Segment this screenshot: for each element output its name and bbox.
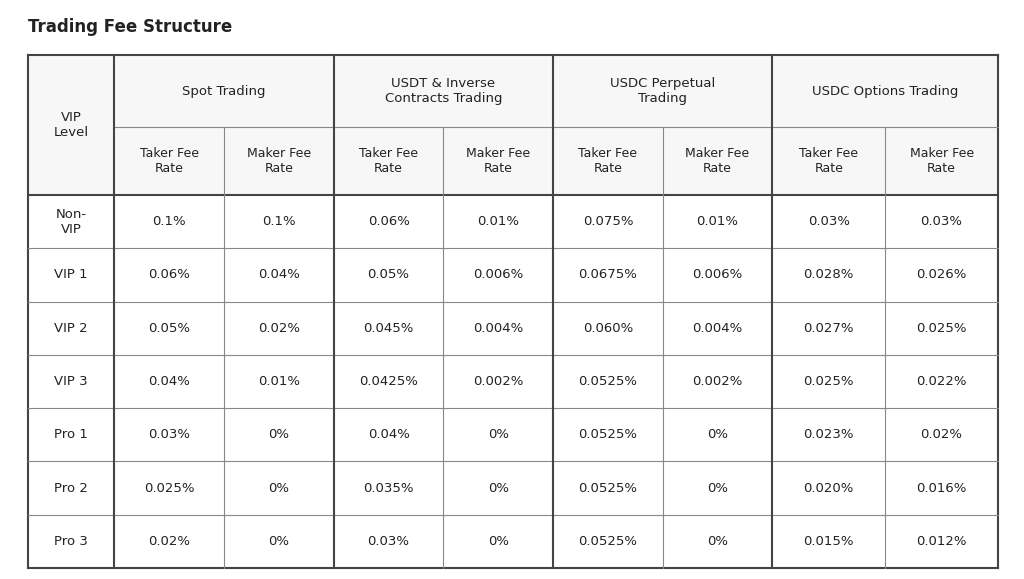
Text: 0.022%: 0.022%	[916, 375, 967, 388]
Text: 0.1%: 0.1%	[153, 215, 186, 228]
Text: 0.045%: 0.045%	[364, 322, 414, 335]
Text: Maker Fee
Rate: Maker Fee Rate	[685, 147, 750, 175]
Text: Maker Fee
Rate: Maker Fee Rate	[909, 147, 974, 175]
Text: 0.025%: 0.025%	[916, 322, 967, 335]
Text: 0.0525%: 0.0525%	[579, 375, 637, 388]
Text: 0.03%: 0.03%	[921, 215, 963, 228]
Text: 0.015%: 0.015%	[804, 535, 854, 548]
Text: Pro 3: Pro 3	[54, 535, 88, 548]
Text: 0.020%: 0.020%	[804, 482, 854, 494]
Text: 0%: 0%	[268, 482, 290, 494]
Text: 0%: 0%	[707, 535, 728, 548]
Text: 0.0525%: 0.0525%	[579, 482, 637, 494]
Text: 0%: 0%	[487, 535, 509, 548]
Text: 0.0525%: 0.0525%	[579, 535, 637, 548]
Text: 0.025%: 0.025%	[804, 375, 854, 388]
Text: 0.027%: 0.027%	[804, 322, 854, 335]
Text: 0.006%: 0.006%	[473, 269, 523, 281]
Text: 0.02%: 0.02%	[148, 535, 190, 548]
Text: 0.006%: 0.006%	[692, 269, 742, 281]
Text: 0.04%: 0.04%	[148, 375, 190, 388]
Text: VIP 2: VIP 2	[54, 322, 88, 335]
Text: USDC Options Trading: USDC Options Trading	[812, 85, 958, 97]
Text: 0.028%: 0.028%	[804, 269, 854, 281]
Text: 0.0425%: 0.0425%	[359, 375, 418, 388]
Text: 0.004%: 0.004%	[473, 322, 523, 335]
Text: 0.004%: 0.004%	[692, 322, 742, 335]
Text: 0%: 0%	[268, 535, 290, 548]
Text: 0.03%: 0.03%	[148, 428, 190, 441]
Text: 0.04%: 0.04%	[258, 269, 300, 281]
Text: Taker Fee
Rate: Taker Fee Rate	[800, 147, 858, 175]
Text: 0.01%: 0.01%	[696, 215, 738, 228]
Text: Taker Fee
Rate: Taker Fee Rate	[579, 147, 637, 175]
Text: USDC Perpetual
Trading: USDC Perpetual Trading	[610, 77, 716, 105]
Text: 0.03%: 0.03%	[368, 535, 410, 548]
Text: 0.035%: 0.035%	[364, 482, 414, 494]
Text: 0.002%: 0.002%	[473, 375, 523, 388]
Text: 0.02%: 0.02%	[921, 428, 963, 441]
Text: Taker Fee
Rate: Taker Fee Rate	[140, 147, 199, 175]
Text: 0.025%: 0.025%	[144, 482, 195, 494]
Text: 0.02%: 0.02%	[258, 322, 300, 335]
Text: 0.0525%: 0.0525%	[579, 428, 637, 441]
Text: Pro 1: Pro 1	[54, 428, 88, 441]
Text: Trading Fee Structure: Trading Fee Structure	[28, 18, 232, 36]
Text: 0.03%: 0.03%	[808, 215, 850, 228]
Text: VIP 1: VIP 1	[54, 269, 88, 281]
Text: VIP
Level: VIP Level	[53, 111, 89, 139]
Text: 0.016%: 0.016%	[916, 482, 967, 494]
Text: 0.026%: 0.026%	[916, 269, 967, 281]
Text: 0.05%: 0.05%	[148, 322, 190, 335]
Text: 0.04%: 0.04%	[368, 428, 410, 441]
Text: Spot Trading: Spot Trading	[182, 85, 266, 97]
Text: 0.01%: 0.01%	[477, 215, 519, 228]
Text: 0.06%: 0.06%	[368, 215, 410, 228]
Text: 0.1%: 0.1%	[262, 215, 296, 228]
Text: VIP 3: VIP 3	[54, 375, 88, 388]
Text: 0.060%: 0.060%	[583, 322, 633, 335]
Text: 0.06%: 0.06%	[148, 269, 190, 281]
Text: 0.012%: 0.012%	[916, 535, 967, 548]
Text: Taker Fee
Rate: Taker Fee Rate	[359, 147, 418, 175]
Text: 0.01%: 0.01%	[258, 375, 300, 388]
Text: Non-
VIP: Non- VIP	[55, 208, 87, 236]
Text: 0.075%: 0.075%	[583, 215, 633, 228]
Text: Maker Fee
Rate: Maker Fee Rate	[247, 147, 311, 175]
Text: Pro 2: Pro 2	[54, 482, 88, 494]
Text: 0%: 0%	[707, 482, 728, 494]
Text: 0%: 0%	[268, 428, 290, 441]
Text: 0%: 0%	[487, 482, 509, 494]
Text: USDT & Inverse
Contracts Trading: USDT & Inverse Contracts Trading	[385, 77, 502, 105]
Text: 0.0675%: 0.0675%	[579, 269, 637, 281]
Text: 0%: 0%	[707, 428, 728, 441]
Text: Maker Fee
Rate: Maker Fee Rate	[466, 147, 530, 175]
Text: 0.002%: 0.002%	[692, 375, 742, 388]
Text: 0.05%: 0.05%	[368, 269, 410, 281]
Text: 0.023%: 0.023%	[804, 428, 854, 441]
Text: 0%: 0%	[487, 428, 509, 441]
